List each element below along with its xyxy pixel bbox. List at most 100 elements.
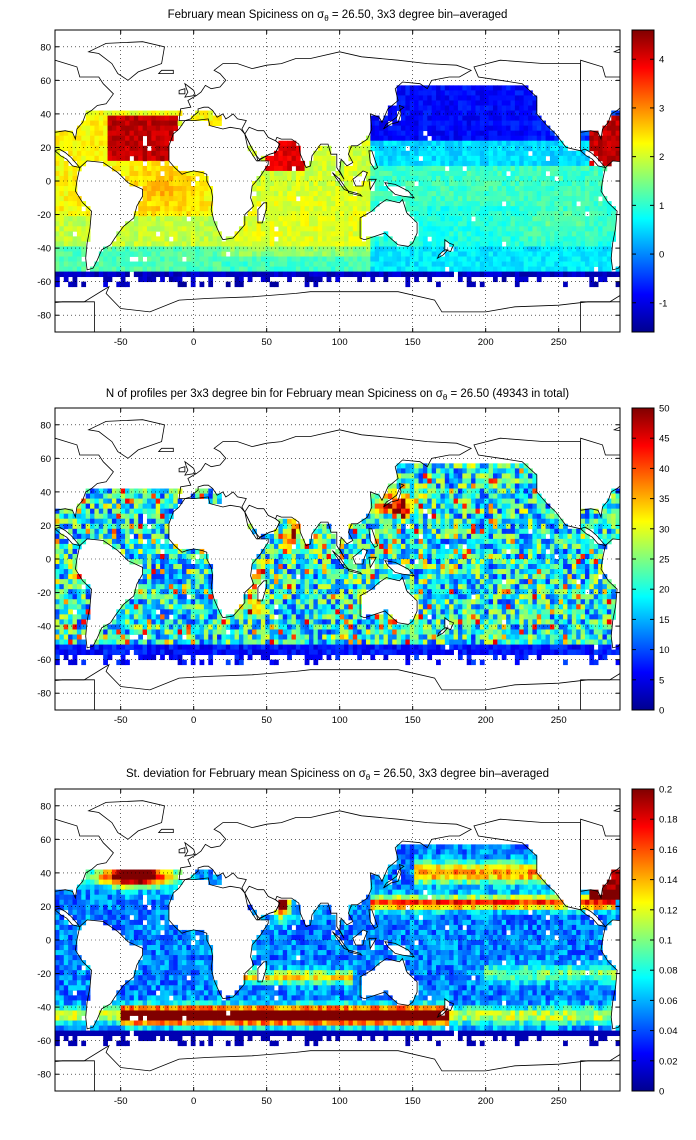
heatmap-cell xyxy=(173,246,179,252)
heatmap-cell xyxy=(243,216,249,222)
heatmap-cell xyxy=(295,538,301,545)
heatmap-cell xyxy=(190,231,196,237)
heatmap-cell xyxy=(81,130,87,137)
heatmap-cell xyxy=(295,191,301,197)
heatmap-cell xyxy=(160,191,165,197)
heatmap-cell xyxy=(269,226,275,232)
heatmap-cell xyxy=(282,553,288,560)
heatmap-cell xyxy=(510,538,516,545)
heatmap-cell xyxy=(545,186,551,192)
heatmap-cell xyxy=(479,110,485,116)
heatmap-cell xyxy=(72,276,78,283)
heatmap-cell xyxy=(528,120,533,127)
heatmap-cell xyxy=(414,216,419,222)
heatmap-cell xyxy=(449,181,454,187)
heatmap-cell xyxy=(471,85,476,91)
heatmap-cell xyxy=(414,503,419,510)
heatmap-cell xyxy=(55,261,60,267)
heatmap-cell xyxy=(155,125,161,132)
heatmap-cell xyxy=(269,196,275,202)
heatmap-cell xyxy=(479,478,485,484)
heatmap-cell xyxy=(510,150,516,157)
heatmap-cell xyxy=(401,518,406,525)
heatmap-cell xyxy=(295,160,301,167)
heatmap-cell xyxy=(103,125,108,132)
heatmap-cell xyxy=(168,165,174,172)
heatmap-cell xyxy=(348,559,354,565)
heatmap-cell xyxy=(606,261,612,267)
heatmap-cell xyxy=(273,538,279,545)
heatmap-cell xyxy=(120,513,126,520)
heatmap-cell xyxy=(488,100,494,106)
heatmap-cell xyxy=(558,160,564,167)
heatmap-cell xyxy=(59,523,65,530)
heatmap-cell xyxy=(146,513,152,520)
heatmap-cell xyxy=(90,150,95,157)
heatmap-cell xyxy=(484,473,489,479)
coastline xyxy=(55,63,56,152)
heatmap-cell xyxy=(199,110,205,116)
heatmap-cell xyxy=(532,271,538,278)
heatmap-cell xyxy=(484,110,489,116)
heatmap-cell xyxy=(116,251,122,257)
heatmap-cell xyxy=(265,211,271,217)
heatmap-cell xyxy=(203,231,209,237)
heatmap-cell xyxy=(528,201,533,207)
heatmap-cell xyxy=(392,533,398,540)
heatmap-cell xyxy=(81,140,87,147)
heatmap-cell xyxy=(142,221,148,227)
heatmap-cell xyxy=(278,155,284,162)
heatmap-cell xyxy=(55,196,60,202)
heatmap-cell xyxy=(462,508,468,515)
heatmap-cell xyxy=(427,100,433,106)
heatmap-cell xyxy=(138,155,143,162)
heatmap-cell xyxy=(584,140,590,147)
heatmap-cell xyxy=(492,553,498,560)
heatmap-cell xyxy=(449,518,454,525)
heatmap-cell xyxy=(427,498,433,505)
heatmap-cell xyxy=(405,543,411,550)
heatmap-cell xyxy=(160,503,165,510)
heatmap-cell xyxy=(492,261,498,267)
heatmap-cell xyxy=(506,463,511,469)
heatmap-cell xyxy=(615,266,620,272)
heatmap-cell xyxy=(370,145,376,152)
heatmap-cell xyxy=(313,181,319,187)
heatmap-cell xyxy=(541,186,546,192)
heatmap-cell xyxy=(81,226,87,232)
heatmap-cell xyxy=(528,110,533,116)
heatmap-cell xyxy=(291,251,297,257)
heatmap-cell xyxy=(479,140,485,147)
heatmap-cell xyxy=(484,518,489,525)
heatmap-cell xyxy=(295,271,301,278)
heatmap-cell xyxy=(243,266,249,272)
heatmap-cell xyxy=(59,191,65,197)
heatmap-cell xyxy=(269,160,275,167)
heatmap-cell xyxy=(164,256,170,262)
heatmap-cell xyxy=(549,196,555,202)
heatmap-cell xyxy=(81,241,87,247)
heatmap-cell xyxy=(387,155,393,162)
heatmap-cell xyxy=(72,196,78,202)
heatmap-cell xyxy=(94,261,100,267)
heatmap-cell xyxy=(203,196,209,202)
heatmap-cell xyxy=(488,488,494,494)
heatmap-cell xyxy=(138,246,143,252)
heatmap-cell xyxy=(475,196,481,202)
heatmap-cell xyxy=(401,463,406,469)
heatmap-cell xyxy=(309,256,314,262)
heatmap-cell xyxy=(431,271,437,278)
heatmap-cell xyxy=(68,271,73,278)
heatmap-cell xyxy=(519,553,525,560)
heatmap-cell xyxy=(326,186,332,192)
heatmap-cell xyxy=(164,503,170,510)
heatmap-cell xyxy=(265,165,271,172)
heatmap-cell xyxy=(387,518,393,525)
heatmap-cell xyxy=(247,145,253,152)
heatmap-cell xyxy=(365,518,371,525)
heatmap-cell xyxy=(348,186,354,192)
heatmap-cell xyxy=(339,231,345,237)
heatmap-cell xyxy=(418,261,424,267)
heatmap-cell xyxy=(160,145,165,152)
heatmap-cell xyxy=(177,196,183,202)
